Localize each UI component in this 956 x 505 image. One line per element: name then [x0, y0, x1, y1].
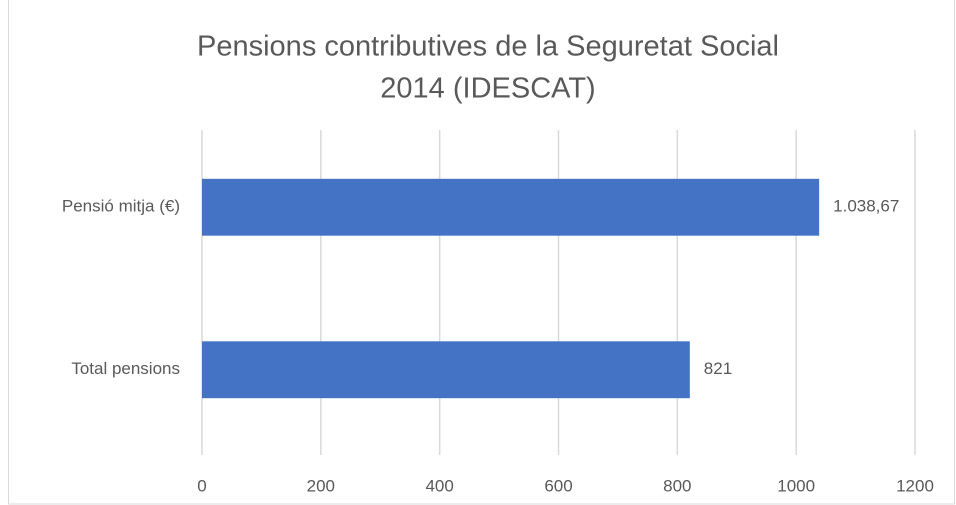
x-tick-label: 0: [197, 476, 206, 495]
x-tick-label: 200: [307, 476, 335, 495]
y-tick-label: Total pensions: [71, 359, 180, 378]
data-label: 1.038,67: [833, 197, 899, 216]
chart-title: Pensions contributives de la Seguretat S…: [197, 31, 779, 63]
bar: [202, 178, 820, 236]
x-tick-label: 800: [663, 476, 691, 495]
y-tick-label: Pensió mitja (€): [62, 197, 180, 216]
chart-title: 2014 (IDESCAT): [380, 73, 595, 105]
x-tick-label: 1000: [777, 476, 815, 495]
x-tick-label: 1200: [896, 476, 934, 495]
x-tick-label: 600: [544, 476, 572, 495]
bar: [202, 341, 690, 399]
data-label: 821: [704, 359, 732, 378]
x-tick-label: 400: [425, 476, 453, 495]
